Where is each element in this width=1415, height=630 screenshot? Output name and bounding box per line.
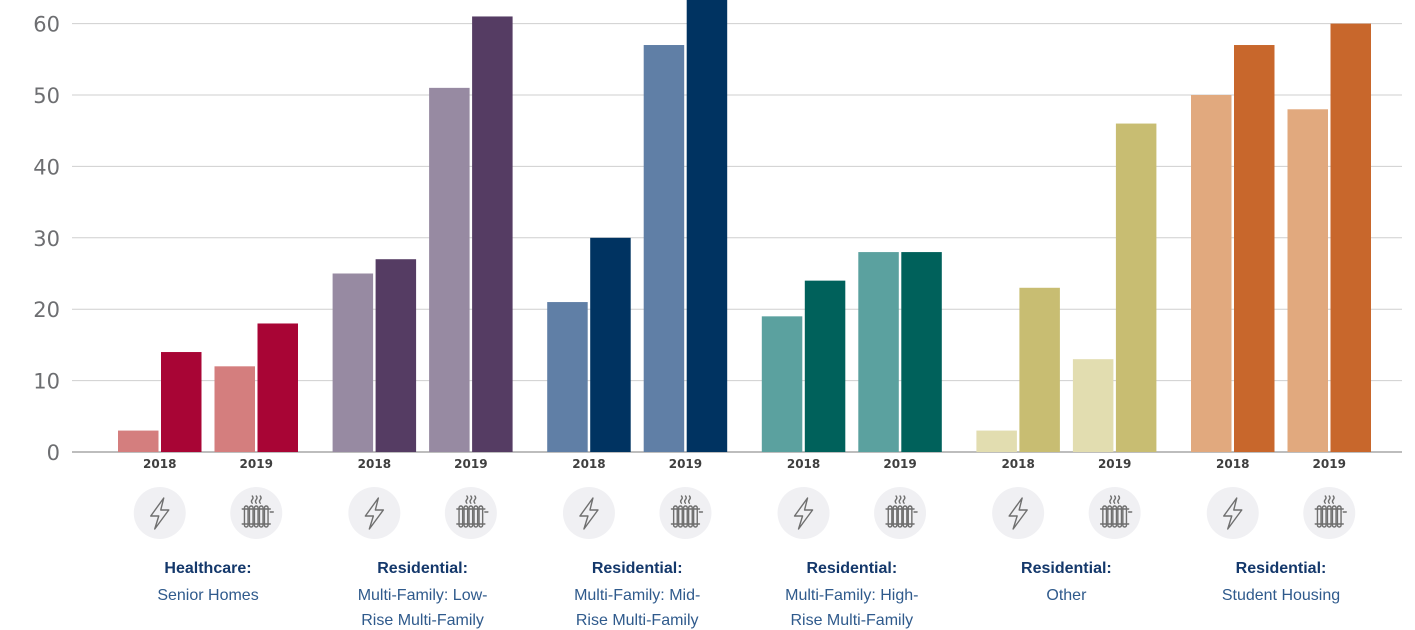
bar: [1115, 123, 1157, 452]
y-tick-label: 50: [33, 84, 60, 108]
category-subtitle: Rise Multi-Family: [790, 612, 913, 629]
bar: [332, 273, 374, 452]
bar: [429, 87, 470, 453]
year-tick-label: 2018: [1216, 457, 1249, 471]
lightning-bolt-icon: [348, 487, 401, 539]
bar: [1191, 95, 1232, 452]
lightning-bolt-icon: [992, 487, 1045, 539]
year-tick-label: 2019: [1313, 457, 1346, 471]
bar: [547, 302, 588, 452]
year-tick-label: 2018: [143, 457, 176, 471]
category-subtitle: Rise Multi-Family: [576, 612, 699, 629]
bar: [1019, 287, 1060, 452]
lightning-bolt-icon: [1206, 487, 1259, 539]
bar: [214, 366, 255, 452]
bar: [686, 0, 728, 452]
bar: [375, 259, 417, 452]
year-tick-label: 2018: [1001, 457, 1034, 471]
category-subtitle: Student Housing: [1222, 587, 1340, 604]
category-title: Residential:: [1236, 560, 1327, 577]
radiator-icon: [1088, 487, 1141, 539]
year-tick-label: 2019: [883, 457, 916, 471]
y-tick-label: 10: [33, 370, 60, 394]
lightning-bolt-icon: [777, 487, 830, 539]
bar: [976, 430, 1017, 452]
bar: [257, 323, 298, 452]
category-subtitle: Multi-Family: Low-: [358, 587, 488, 604]
radiator-icon: [874, 487, 927, 539]
y-axis-ticks: 0 10 20 30 40 50 60: [33, 13, 60, 465]
radiator-icon: [659, 487, 712, 539]
year-tick-label: 2019: [454, 457, 487, 471]
bar: [1287, 109, 1328, 452]
energy-icons: [133, 487, 1356, 539]
category-subtitle: Other: [1046, 587, 1087, 604]
radiator-icon: [1303, 487, 1356, 539]
year-tick-label: 2018: [358, 457, 391, 471]
bars: [118, 0, 1371, 453]
year-labels: 2018 2019 2018 2019 2018 2019 2018 2019 2018 2019…: [143, 457, 1346, 471]
category-title: Residential:: [377, 560, 468, 577]
radiator-icon: [444, 487, 497, 539]
bar: [761, 316, 803, 452]
category-title: Residential:: [592, 560, 683, 577]
lightning-bolt-icon: [562, 487, 615, 539]
bar: [590, 237, 631, 452]
year-tick-label: 2018: [572, 457, 605, 471]
year-tick-label: 2019: [1098, 457, 1131, 471]
y-tick-label: 40: [33, 155, 60, 179]
category-subtitle: Senior Homes: [157, 587, 258, 604]
category-labels: Healthcare: Senior Homes Residential: Multi…: [157, 560, 1340, 629]
category-title: Healthcare:: [164, 560, 251, 577]
bar: [858, 252, 899, 452]
bar: [1234, 45, 1275, 453]
bar: [901, 252, 942, 452]
bar: [643, 45, 685, 453]
bar: [161, 352, 202, 452]
y-tick-label: 60: [33, 13, 60, 37]
bar: [472, 16, 513, 453]
y-tick-label: 30: [33, 227, 60, 251]
y-tick-label: 20: [33, 298, 60, 322]
year-tick-label: 2019: [240, 457, 273, 471]
year-tick-label: 2018: [787, 457, 820, 471]
bar: [1330, 23, 1371, 452]
category-title: Residential:: [806, 560, 897, 577]
bar: [118, 430, 159, 452]
bar: [804, 280, 846, 452]
category-title: Residential:: [1021, 560, 1112, 577]
category-subtitle: Rise Multi-Family: [361, 612, 484, 629]
category-subtitle: Multi-Family: Mid-: [574, 587, 700, 604]
radiator-icon: [230, 487, 283, 539]
year-tick-label: 2019: [669, 457, 702, 471]
y-tick-label: 0: [47, 441, 60, 465]
bar: [1072, 359, 1114, 452]
category-subtitle: Multi-Family: High-: [785, 587, 918, 604]
lightning-bolt-icon: [133, 487, 186, 539]
